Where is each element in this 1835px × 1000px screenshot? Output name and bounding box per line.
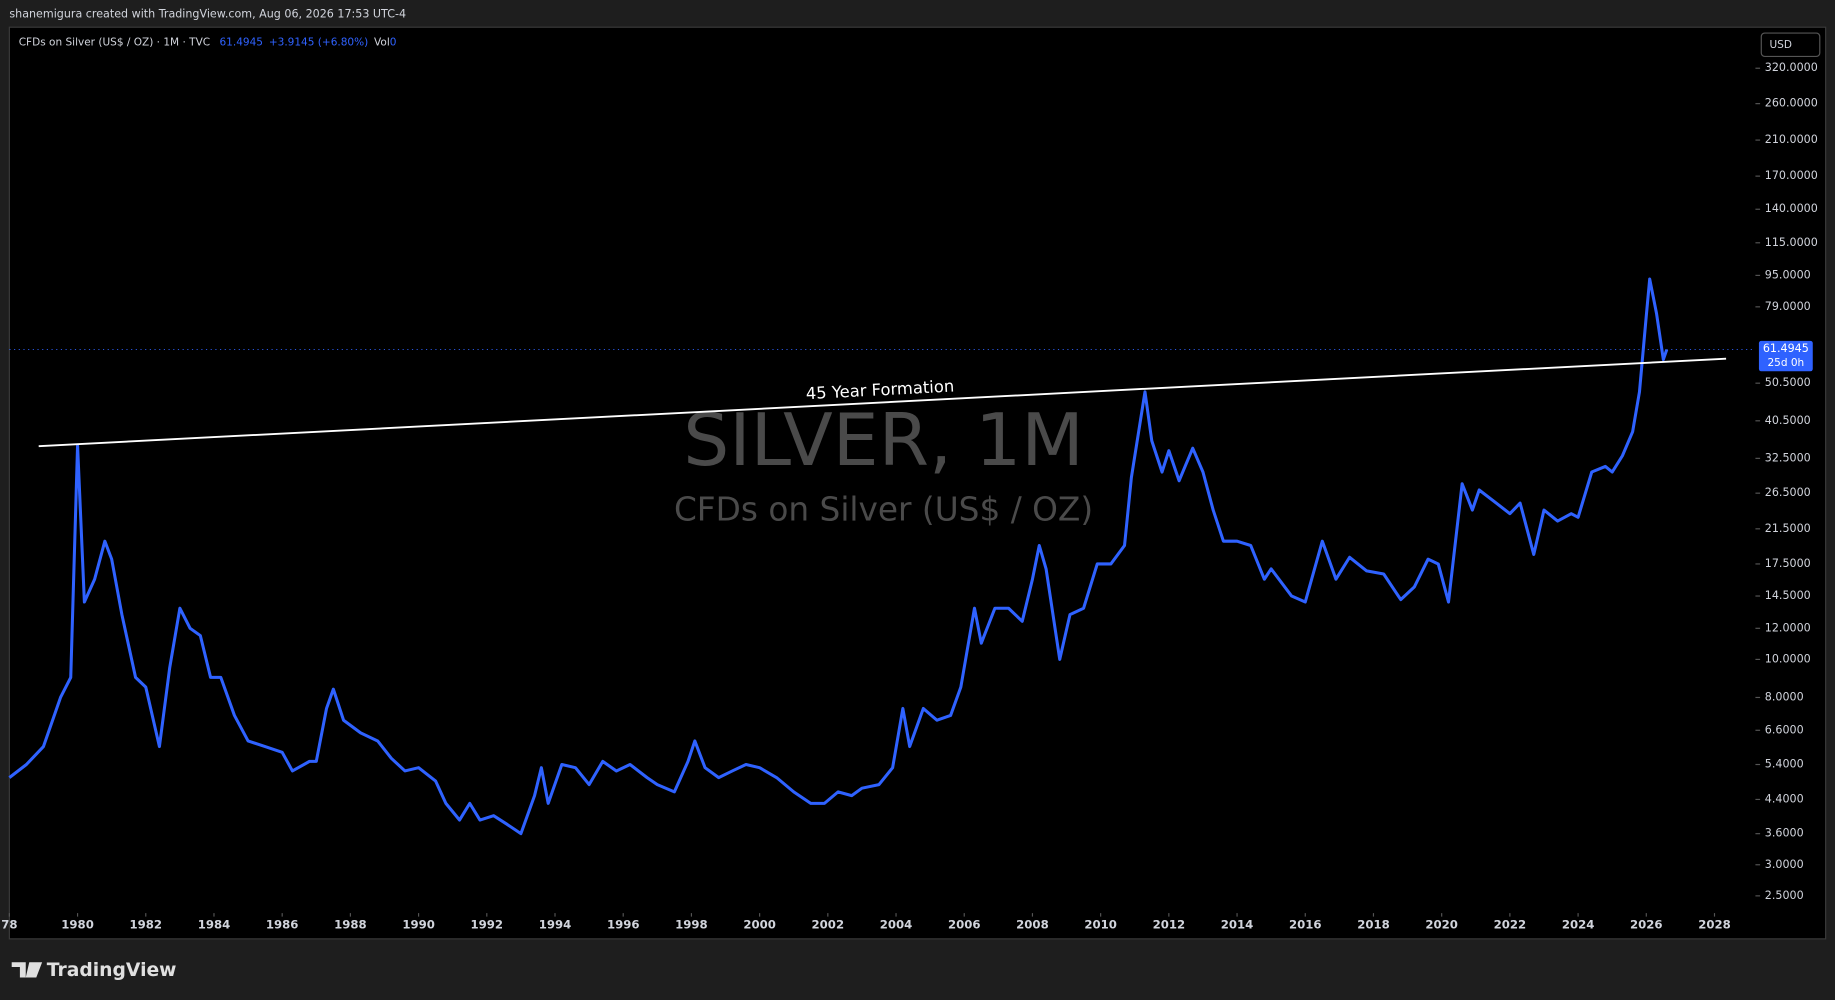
y-tick-label: 260.0000 <box>1765 97 1818 110</box>
x-tick-label: 2022 <box>1494 917 1527 931</box>
x-tick-label: 1998 <box>675 917 708 931</box>
price-line <box>8 277 1669 836</box>
watermark-title: SILVER, 1M <box>683 399 1084 483</box>
y-tick-label: 12.0000 <box>1765 621 1811 634</box>
x-tick-label: 2014 <box>1221 917 1254 931</box>
x-tick-label: 2026 <box>1630 917 1663 931</box>
y-tick-label: 115.0000 <box>1765 236 1818 249</box>
x-tick-label: 2010 <box>1084 917 1117 931</box>
y-tick-label: 3.6000 <box>1765 827 1804 840</box>
currency[interactable]: USD <box>1769 39 1791 51</box>
price-label-box <box>1758 340 1813 372</box>
x-tick-label: 1982 <box>130 917 163 931</box>
brand-icon[interactable] <box>11 962 43 978</box>
y-tick-label: 170.0000 <box>1765 169 1818 182</box>
x-tick-label: 2024 <box>1562 917 1595 931</box>
plot: 320.0000 260.0000 210.0000 170.0000 140.0000… <box>1 61 1818 931</box>
x-tick-label: 2020 <box>1425 917 1458 931</box>
y-tick-label: 5.4000 <box>1765 758 1804 771</box>
credit: shanemigura created with TradingView.com… <box>9 7 406 20</box>
y-tick-label: 40.5000 <box>1765 414 1811 427</box>
x-tick-label: 2004 <box>880 917 913 931</box>
x-tick-label: 78 <box>1 917 17 931</box>
legend-change: +3.9145 (+6.80%) <box>269 36 368 48</box>
y-tick-label: 21.5000 <box>1765 522 1811 535</box>
x-tick-label: 2000 <box>743 917 776 931</box>
y-tick-label: 320.0000 <box>1765 61 1818 74</box>
x-tick-label: 2008 <box>1016 917 1049 931</box>
x-tick-label: 2018 <box>1357 917 1390 931</box>
y-tick-label: 8.0000 <box>1765 690 1804 703</box>
legend-symbol: CFDs on Silver (US$ / OZ) · 1M · TVC 61.4… <box>19 36 397 48</box>
y-tick-label: 50.5000 <box>1765 376 1811 389</box>
x-tick-label: 2028 <box>1698 917 1731 931</box>
x-tick-label: 1994 <box>539 917 572 931</box>
x-tick-label: 1980 <box>61 917 94 931</box>
countdown: 25d 0h <box>1767 357 1804 369</box>
y-tick-label: 17.5000 <box>1765 557 1811 570</box>
trend-line <box>38 357 1727 448</box>
y-tick-label: 6.6000 <box>1765 723 1804 736</box>
x-tick-label: 2006 <box>948 917 981 931</box>
x-tick-label: 1992 <box>471 917 504 931</box>
currency-box[interactable] <box>1760 32 1821 58</box>
y-tick-label: 95.0000 <box>1765 268 1811 281</box>
x-tick-label: 1988 <box>334 917 367 931</box>
x-tick-label: 1986 <box>266 917 299 931</box>
overlay: 61.4945 25d 0h <box>1758 340 1813 372</box>
brand-logo[interactable]: TradingView <box>11 960 177 981</box>
legend-vol: Vol <box>374 36 390 48</box>
x-tick-label: 1996 <box>607 917 640 931</box>
legend-symbol-text: CFDs on Silver (US$ / OZ) · 1M · TVC <box>19 36 210 48</box>
watermark-subtitle: CFDs on Silver (US$ / OZ) <box>674 491 1093 529</box>
x-tick-label: 2002 <box>812 917 845 931</box>
x-tick-label: 1990 <box>402 917 435 931</box>
y-tick-label: 79.0000 <box>1765 300 1811 313</box>
y-tick-label: 10.0000 <box>1765 652 1811 665</box>
y-tick-label: 32.5000 <box>1765 451 1811 464</box>
legend-price: 61.4945 <box>219 36 263 48</box>
x-tick-label: 1984 <box>198 917 231 931</box>
y-tick-label: 4.4000 <box>1765 792 1804 805</box>
legend-vol-value: 0 <box>390 36 397 48</box>
y-tick-label: 3.0000 <box>1765 858 1804 871</box>
brand[interactable]: TradingView <box>47 960 177 981</box>
x-tick-label: 2012 <box>1153 917 1186 931</box>
price-label: 61.4945 <box>1763 342 1809 355</box>
x-tick-label: 2016 <box>1289 917 1322 931</box>
y-tick-label: 140.0000 <box>1765 202 1818 215</box>
chart-pane <box>8 26 1827 940</box>
y-tick-label: 14.5000 <box>1765 589 1811 602</box>
y-tick-label: 26.5000 <box>1765 486 1811 499</box>
y-tick-label: 2.5000 <box>1765 889 1804 902</box>
y-tick-label: 210.0000 <box>1765 133 1818 146</box>
